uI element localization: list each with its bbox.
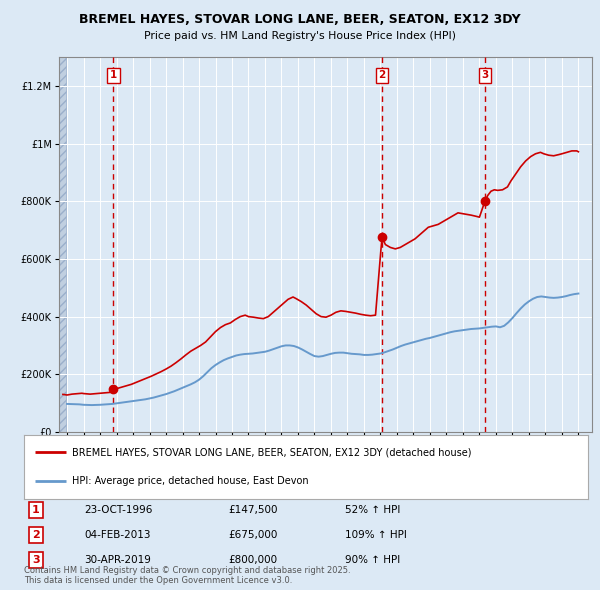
Text: Price paid vs. HM Land Registry's House Price Index (HPI): Price paid vs. HM Land Registry's House … bbox=[144, 31, 456, 41]
Text: 52% ↑ HPI: 52% ↑ HPI bbox=[345, 505, 400, 514]
Text: BREMEL HAYES, STOVAR LONG LANE, BEER, SEATON, EX12 3DY: BREMEL HAYES, STOVAR LONG LANE, BEER, SE… bbox=[79, 13, 521, 26]
Text: 04-FEB-2013: 04-FEB-2013 bbox=[84, 530, 151, 540]
Text: £675,000: £675,000 bbox=[228, 530, 277, 540]
Text: 23-OCT-1996: 23-OCT-1996 bbox=[84, 505, 152, 514]
Text: 3: 3 bbox=[481, 70, 488, 80]
Text: 30-APR-2019: 30-APR-2019 bbox=[84, 555, 151, 565]
Text: £147,500: £147,500 bbox=[228, 505, 277, 514]
Text: HPI: Average price, detached house, East Devon: HPI: Average price, detached house, East… bbox=[72, 476, 308, 486]
Bar bbox=[59, 57, 66, 432]
Text: 3: 3 bbox=[32, 555, 40, 565]
Text: 90% ↑ HPI: 90% ↑ HPI bbox=[345, 555, 400, 565]
Text: 1: 1 bbox=[32, 505, 40, 514]
Text: BREMEL HAYES, STOVAR LONG LANE, BEER, SEATON, EX12 3DY (detached house): BREMEL HAYES, STOVAR LONG LANE, BEER, SE… bbox=[72, 447, 472, 457]
Text: 1: 1 bbox=[110, 70, 117, 80]
Text: 109% ↑ HPI: 109% ↑ HPI bbox=[345, 530, 407, 540]
Text: 2: 2 bbox=[379, 70, 386, 80]
Text: £800,000: £800,000 bbox=[228, 555, 277, 565]
Text: Contains HM Land Registry data © Crown copyright and database right 2025.
This d: Contains HM Land Registry data © Crown c… bbox=[24, 566, 350, 585]
Text: 2: 2 bbox=[32, 530, 40, 540]
